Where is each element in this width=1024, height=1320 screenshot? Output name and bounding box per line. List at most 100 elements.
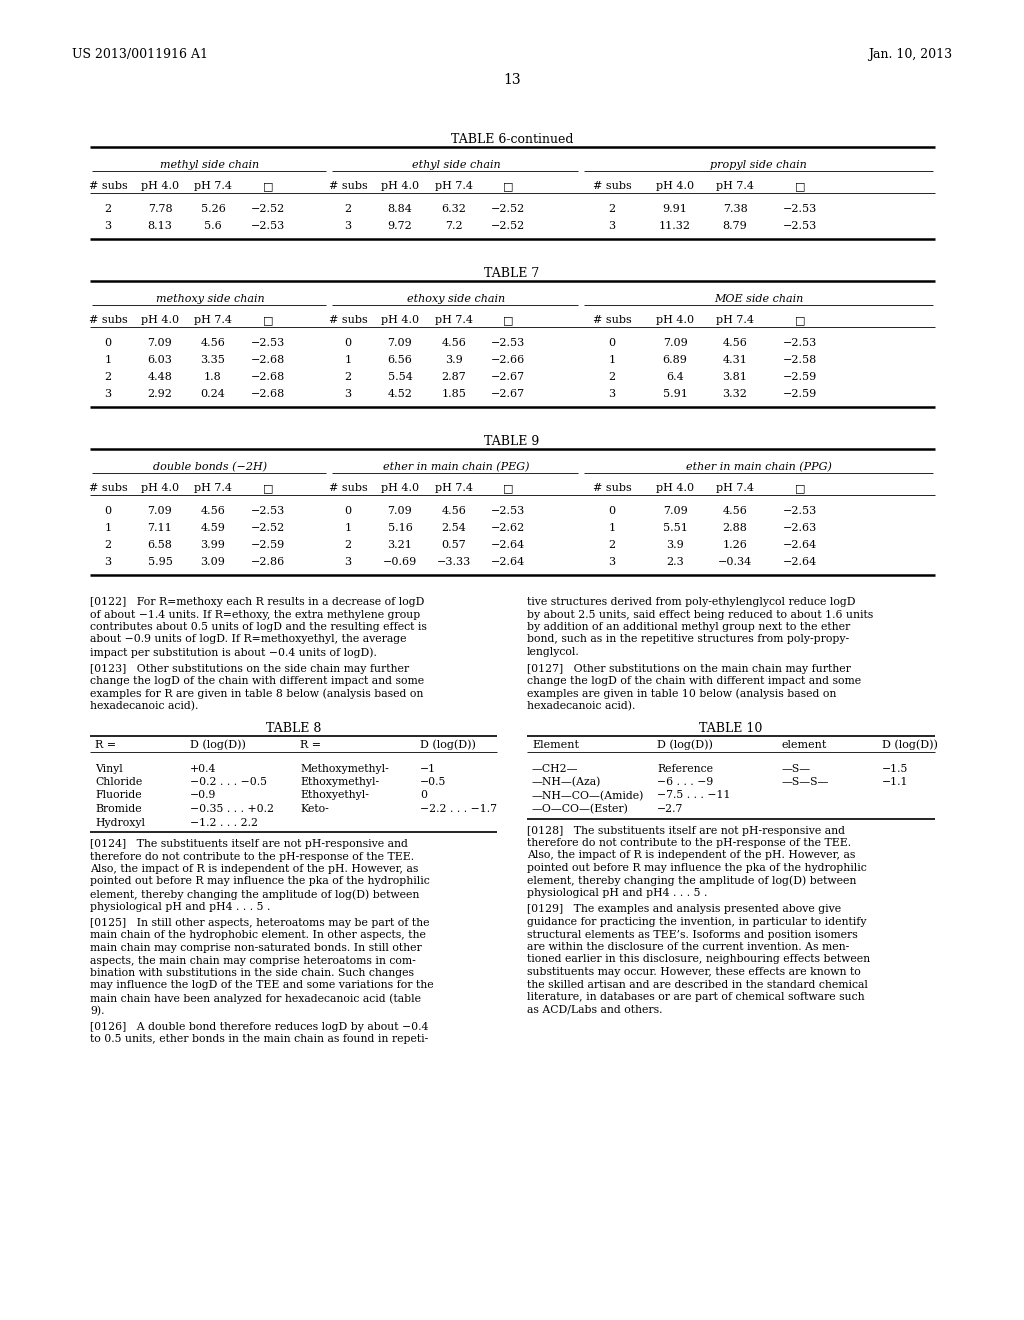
Text: Ethoxyethyl-: Ethoxyethyl-	[300, 791, 369, 800]
Text: 4.59: 4.59	[201, 523, 225, 533]
Text: aspects, the main chain may comprise heteroatoms in com-: aspects, the main chain may comprise het…	[90, 956, 416, 965]
Text: 2: 2	[104, 372, 112, 381]
Text: Vinyl: Vinyl	[95, 763, 123, 774]
Text: Bromide: Bromide	[95, 804, 141, 814]
Text: −2.53: −2.53	[783, 506, 817, 516]
Text: TABLE 8: TABLE 8	[266, 722, 322, 734]
Text: D (log(D)): D (log(D))	[420, 739, 476, 750]
Text: examples are given in table 10 below (analysis based on: examples are given in table 10 below (an…	[527, 689, 837, 700]
Text: 7.2: 7.2	[445, 220, 463, 231]
Text: −2.53: −2.53	[490, 338, 525, 348]
Text: 8.13: 8.13	[147, 220, 172, 231]
Text: change the logD of the chain with different impact and some: change the logD of the chain with differ…	[527, 676, 861, 686]
Text: Reference: Reference	[657, 763, 713, 774]
Text: □: □	[795, 315, 805, 325]
Text: hexadecanoic acid).: hexadecanoic acid).	[90, 701, 199, 711]
Text: 3.99: 3.99	[201, 540, 225, 550]
Text: 3.9: 3.9	[667, 540, 684, 550]
Text: —CH2—: —CH2—	[532, 763, 579, 774]
Text: Element: Element	[532, 739, 579, 750]
Text: # subs: # subs	[329, 315, 368, 325]
Text: Jan. 10, 2013: Jan. 10, 2013	[868, 48, 952, 61]
Text: 4.52: 4.52	[387, 389, 413, 399]
Text: −0.9: −0.9	[190, 791, 216, 800]
Text: bination with substitutions in the side chain. Such changes: bination with substitutions in the side …	[90, 968, 414, 978]
Text: 9.72: 9.72	[388, 220, 413, 231]
Text: pH 4.0: pH 4.0	[656, 181, 694, 191]
Text: □: □	[503, 483, 513, 492]
Text: substituents may occur. However, these effects are known to: substituents may occur. However, these e…	[527, 968, 861, 977]
Text: 6.89: 6.89	[663, 355, 687, 366]
Text: # subs: # subs	[593, 181, 632, 191]
Text: −2.68: −2.68	[251, 389, 285, 399]
Text: pH 7.4: pH 7.4	[194, 181, 232, 191]
Text: # subs: # subs	[89, 181, 127, 191]
Text: main chain of the hydrophobic element. In other aspects, the: main chain of the hydrophobic element. I…	[90, 931, 426, 940]
Text: [0128]   The substituents itself are not pH-responsive and: [0128] The substituents itself are not p…	[527, 825, 845, 836]
Text: −2.59: −2.59	[783, 389, 817, 399]
Text: # subs: # subs	[593, 483, 632, 492]
Text: D (log(D)): D (log(D))	[882, 739, 938, 750]
Text: −0.69: −0.69	[383, 557, 417, 568]
Text: 6.58: 6.58	[147, 540, 172, 550]
Text: 3: 3	[104, 389, 112, 399]
Text: # subs: # subs	[89, 483, 127, 492]
Text: □: □	[263, 315, 273, 325]
Text: 3: 3	[344, 557, 351, 568]
Text: −2.53: −2.53	[251, 220, 285, 231]
Text: −7.5 . . . −11: −7.5 . . . −11	[657, 791, 730, 800]
Text: 1: 1	[608, 523, 615, 533]
Text: Also, the impact of R is independent of the pH. However, as: Also, the impact of R is independent of …	[527, 850, 855, 861]
Text: Fluoride: Fluoride	[95, 791, 141, 800]
Text: −2.53: −2.53	[783, 338, 817, 348]
Text: −2.66: −2.66	[490, 355, 525, 366]
Text: lenglycol.: lenglycol.	[527, 647, 580, 657]
Text: 7.78: 7.78	[147, 205, 172, 214]
Text: −3.33: −3.33	[437, 557, 471, 568]
Text: 5.16: 5.16	[387, 523, 413, 533]
Text: pH 4.0: pH 4.0	[656, 483, 694, 492]
Text: 6.03: 6.03	[147, 355, 172, 366]
Text: pointed out before R may influence the pka of the hydrophilic: pointed out before R may influence the p…	[90, 876, 430, 887]
Text: 7.09: 7.09	[147, 506, 172, 516]
Text: element, thereby changing the amplitude of log(D) between: element, thereby changing the amplitude …	[90, 888, 420, 899]
Text: □: □	[795, 181, 805, 191]
Text: 4.56: 4.56	[201, 338, 225, 348]
Text: guidance for practicing the invention, in particular to identify: guidance for practicing the invention, i…	[527, 917, 866, 927]
Text: pH 7.4: pH 7.4	[435, 181, 473, 191]
Text: −2.52: −2.52	[251, 523, 285, 533]
Text: by about 2.5 units, said effect being reduced to about 1.6 units: by about 2.5 units, said effect being re…	[527, 610, 873, 619]
Text: 3: 3	[344, 389, 351, 399]
Text: impact per substitution is about −0.4 units of logD).: impact per substitution is about −0.4 un…	[90, 647, 377, 657]
Text: 3.35: 3.35	[201, 355, 225, 366]
Text: 2: 2	[344, 372, 351, 381]
Text: −0.2 . . . −0.5: −0.2 . . . −0.5	[190, 777, 267, 787]
Text: 7.09: 7.09	[388, 338, 413, 348]
Text: 2: 2	[608, 372, 615, 381]
Text: 8.79: 8.79	[723, 220, 748, 231]
Text: −2.58: −2.58	[783, 355, 817, 366]
Text: element: element	[782, 739, 827, 750]
Text: 3: 3	[608, 557, 615, 568]
Text: pH 7.4: pH 7.4	[194, 483, 232, 492]
Text: 6.32: 6.32	[441, 205, 467, 214]
Text: 0: 0	[608, 338, 615, 348]
Text: TABLE 9: TABLE 9	[484, 436, 540, 447]
Text: pH 4.0: pH 4.0	[141, 315, 179, 325]
Text: # subs: # subs	[329, 181, 368, 191]
Text: 1: 1	[608, 355, 615, 366]
Text: element, thereby changing the amplitude of log(D) between: element, thereby changing the amplitude …	[527, 875, 856, 886]
Text: # subs: # subs	[329, 483, 368, 492]
Text: Also, the impact of R is independent of the pH. However, as: Also, the impact of R is independent of …	[90, 865, 419, 874]
Text: 9.91: 9.91	[663, 205, 687, 214]
Text: pH 7.4: pH 7.4	[716, 483, 754, 492]
Text: Keto-: Keto-	[300, 804, 329, 814]
Text: 1: 1	[344, 355, 351, 366]
Text: −2.67: −2.67	[490, 372, 525, 381]
Text: 5.26: 5.26	[201, 205, 225, 214]
Text: physiological pH and pH4 . . . 5 .: physiological pH and pH4 . . . 5 .	[90, 902, 270, 912]
Text: −2.2 . . . −1.7: −2.2 . . . −1.7	[420, 804, 497, 814]
Text: the skilled artisan and are described in the standard chemical: the skilled artisan and are described in…	[527, 979, 868, 990]
Text: —NH—(Aza): —NH—(Aza)	[532, 777, 601, 787]
Text: 1: 1	[104, 355, 112, 366]
